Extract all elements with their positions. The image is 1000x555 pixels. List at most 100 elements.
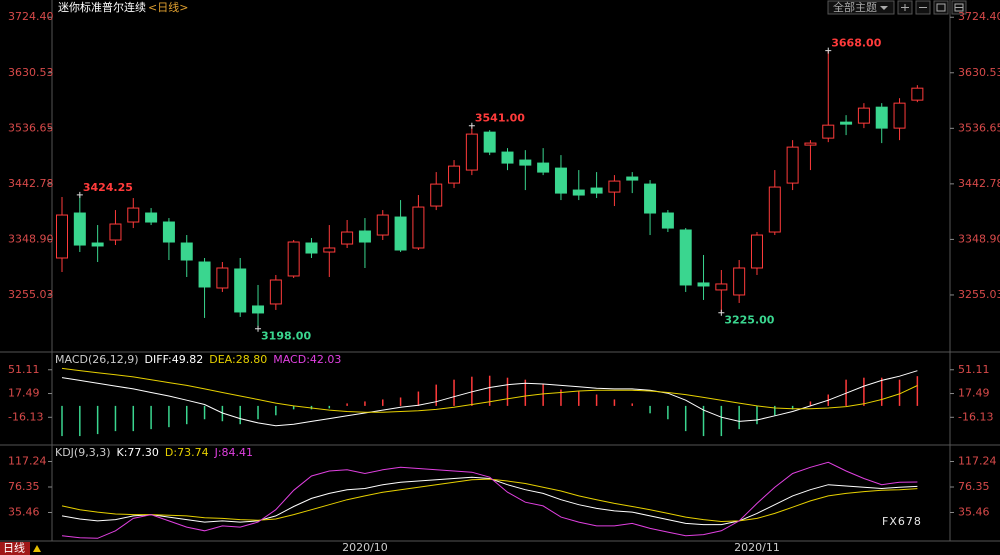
candle-body bbox=[198, 261, 211, 288]
macd-bar bbox=[756, 405, 758, 425]
candle-body bbox=[733, 267, 746, 296]
candle-body bbox=[448, 165, 461, 184]
macd-bar bbox=[239, 405, 241, 425]
candle-body bbox=[697, 282, 710, 287]
macd-bar bbox=[542, 383, 544, 406]
y-tick-label: 117.24 bbox=[8, 455, 47, 468]
macd-bar bbox=[595, 394, 598, 406]
annotation-label: 3225.00 bbox=[724, 314, 774, 327]
candle-body bbox=[483, 131, 496, 153]
macd-bar bbox=[399, 397, 402, 406]
macd-bar bbox=[364, 401, 366, 406]
candle-body bbox=[341, 231, 354, 245]
candle-body bbox=[376, 214, 389, 236]
candle-body bbox=[73, 212, 86, 246]
indicator-line bbox=[61, 367, 918, 413]
annotation-label: 3198.00 bbox=[261, 330, 311, 343]
y-tick-label: 35.46 bbox=[958, 505, 990, 518]
period-arrow[interactable] bbox=[33, 545, 41, 552]
candle-body bbox=[287, 241, 300, 277]
candle-body bbox=[840, 121, 853, 125]
macd-bar bbox=[203, 405, 206, 420]
legend-entry: DIFF:49.82 bbox=[145, 353, 204, 366]
macd-bar bbox=[738, 405, 740, 430]
candle-body bbox=[145, 212, 158, 223]
candle-body bbox=[644, 183, 657, 214]
macd-bar bbox=[150, 405, 152, 430]
macd-bar bbox=[257, 405, 259, 420]
theme-label[interactable]: 全部主题 bbox=[833, 0, 877, 14]
period-label[interactable]: 日线 bbox=[3, 541, 25, 555]
candle-body bbox=[554, 167, 567, 194]
macd-bar bbox=[578, 391, 580, 406]
macd-bar bbox=[720, 405, 723, 437]
macd-bar bbox=[275, 405, 277, 416]
tool-button[interactable] bbox=[933, 0, 949, 15]
candle-body bbox=[216, 267, 229, 289]
candle-body bbox=[109, 223, 122, 241]
candle-body bbox=[180, 242, 193, 261]
macd-bar bbox=[916, 376, 919, 406]
candle-body bbox=[679, 229, 692, 286]
candle-body bbox=[234, 268, 247, 313]
period-tab[interactable] bbox=[0, 542, 30, 555]
indicator-line bbox=[61, 461, 918, 539]
candle-body bbox=[572, 189, 585, 196]
candle-body bbox=[412, 206, 425, 249]
candle-body bbox=[911, 87, 924, 101]
candle-body bbox=[590, 187, 603, 194]
legend-entry: MACD:42.03 bbox=[273, 353, 341, 366]
y-tick-label: 3442.78 bbox=[8, 177, 54, 190]
theme-button[interactable] bbox=[827, 0, 895, 15]
candle-body bbox=[465, 133, 478, 171]
macd-bar bbox=[168, 405, 170, 428]
candle-body bbox=[715, 283, 728, 291]
candle-body bbox=[430, 183, 443, 207]
macd-bar bbox=[132, 405, 135, 432]
y-tick-label: 76.35 bbox=[958, 480, 990, 493]
macd-bar bbox=[185, 405, 188, 425]
annotation-label: 3424.25 bbox=[83, 181, 133, 194]
watermark: FX678 bbox=[882, 515, 922, 528]
candle-body bbox=[537, 162, 550, 173]
macd-bar bbox=[863, 377, 865, 406]
macd-bar bbox=[96, 405, 99, 435]
macd-bar bbox=[61, 405, 63, 437]
legend-entry: J:84.41 bbox=[214, 446, 253, 459]
legend-entry: DEA:28.80 bbox=[209, 353, 267, 366]
candle-body bbox=[875, 106, 888, 129]
candle-body bbox=[323, 247, 336, 253]
macd-bar bbox=[292, 405, 295, 410]
macd-bar bbox=[809, 401, 812, 406]
candle-body bbox=[519, 159, 532, 166]
y-tick-label: 3442.78 bbox=[958, 177, 1000, 190]
panel-title: KDJ(9,3,3) bbox=[55, 446, 111, 459]
macd-bar bbox=[417, 391, 420, 406]
macd-bar bbox=[774, 405, 776, 416]
y-tick-label: 117.24 bbox=[958, 455, 997, 468]
tool-icon bbox=[954, 3, 964, 12]
y-tick-label: 3724.40 bbox=[958, 10, 1000, 23]
macd-bar bbox=[524, 379, 527, 406]
candle-body bbox=[162, 221, 175, 243]
indicator-line bbox=[61, 370, 918, 427]
toolbar: 全部主题 bbox=[827, 0, 967, 15]
macd-bar bbox=[631, 403, 633, 406]
candle-body bbox=[127, 207, 140, 223]
macd-bar bbox=[667, 405, 669, 420]
y-tick-label: 17.49 bbox=[8, 387, 40, 400]
y-tick-label: 51.11 bbox=[958, 363, 990, 376]
candle-body bbox=[822, 124, 835, 139]
annotation-marker bbox=[76, 191, 83, 198]
y-tick-label: 3536.65 bbox=[958, 121, 1000, 134]
macd-bar bbox=[114, 405, 117, 432]
macd-bar bbox=[560, 389, 562, 406]
candle-body bbox=[768, 186, 781, 233]
dropdown-arrow[interactable] bbox=[880, 6, 888, 10]
candle-body bbox=[252, 305, 265, 314]
candle-body bbox=[804, 142, 817, 146]
y-tick-label: 17.49 bbox=[958, 387, 990, 400]
candle-body bbox=[269, 279, 282, 305]
